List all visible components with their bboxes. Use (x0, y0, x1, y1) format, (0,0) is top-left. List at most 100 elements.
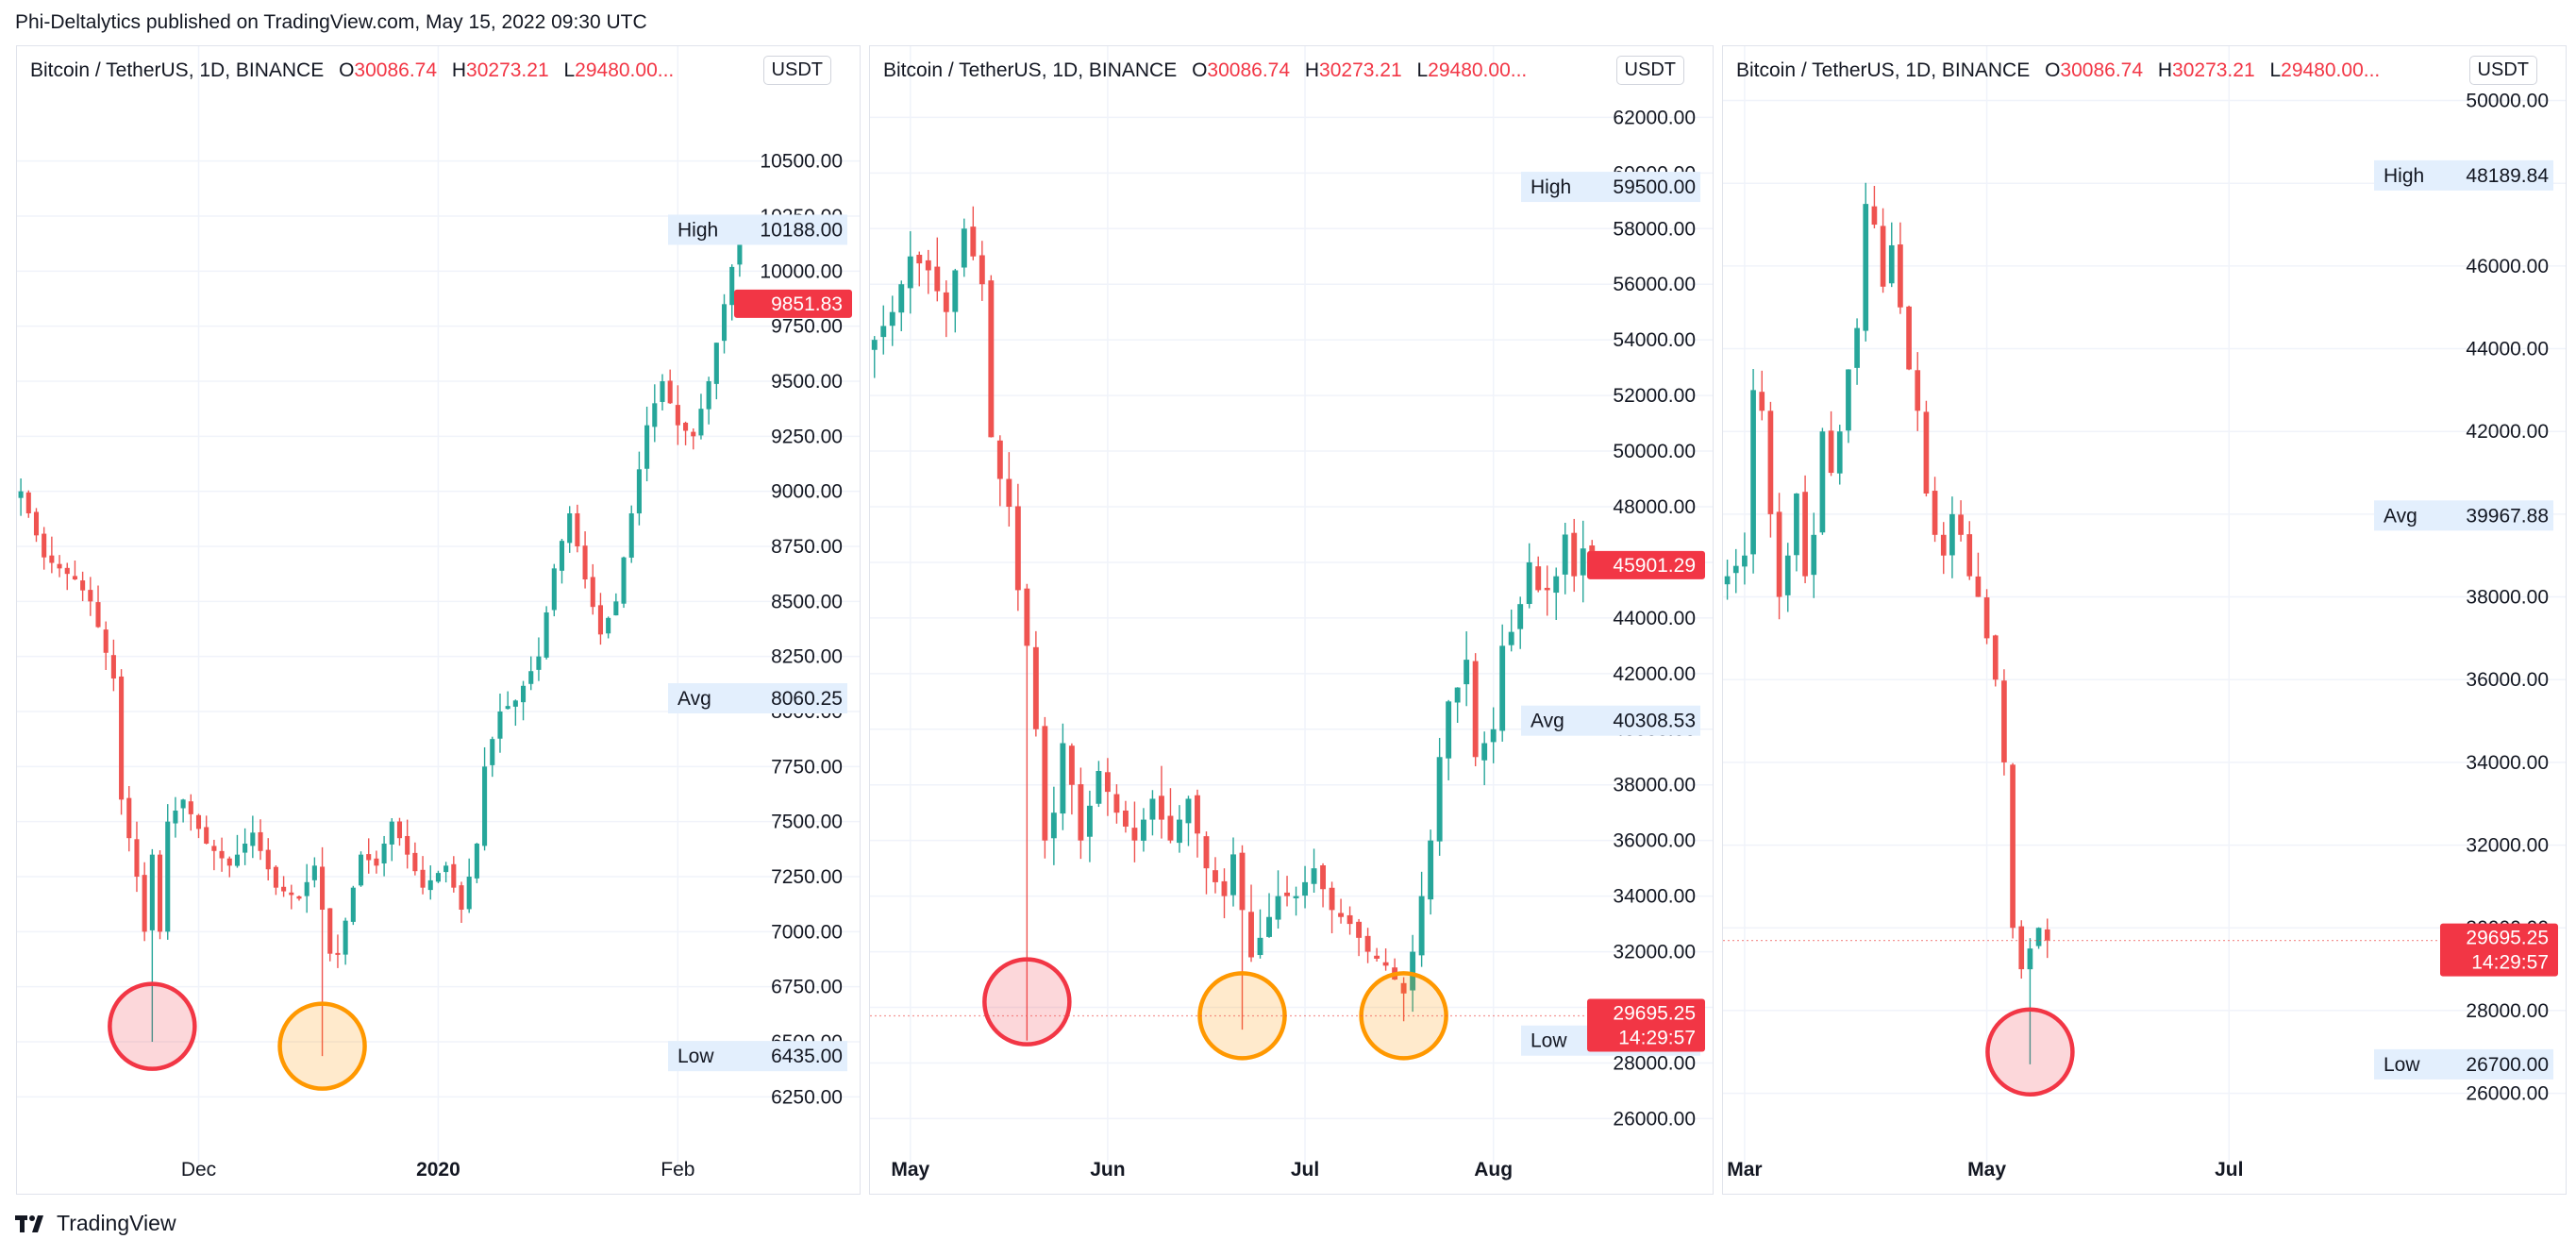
candle-body (1562, 534, 1568, 575)
candle (320, 846, 326, 1057)
candle-body (1149, 798, 1156, 820)
red-circle-marker (108, 981, 197, 1071)
candle-body (2001, 680, 2007, 762)
candle-body (706, 381, 711, 410)
candlestick-chart-1[interactable]: 6250.006500.006750.007000.007250.007500.… (17, 46, 861, 1195)
red-circle-marker (1985, 1007, 2075, 1097)
candle-body (2044, 929, 2050, 941)
candle (1915, 352, 1921, 431)
candle-body (606, 617, 611, 634)
time-tick-label: Dec (181, 1159, 216, 1181)
price-tick-label: 56000.00 (1613, 274, 1696, 295)
candle-body (1428, 840, 1434, 900)
candle-body (880, 326, 887, 338)
price-tick-label: 38000.00 (1613, 775, 1696, 796)
candle (1846, 369, 1851, 444)
candle-body (119, 676, 125, 800)
candle-body (1742, 555, 1748, 567)
candle (1338, 898, 1345, 924)
chart-panel-3[interactable]: 26000.0028000.0030000.0032000.0034000.00… (1722, 45, 2567, 1195)
candle-body (195, 814, 202, 829)
candle-body (1863, 204, 1869, 331)
candlestick-chart-3[interactable]: 26000.0028000.0030000.0032000.0034000.00… (1723, 46, 2567, 1195)
candle (1863, 182, 1869, 342)
low-tag-bg (668, 1041, 847, 1072)
candle-body (729, 266, 735, 306)
candle (943, 280, 949, 338)
candle (996, 435, 1003, 507)
candle (934, 237, 941, 302)
candle-body (1464, 660, 1470, 685)
candle-body (1338, 913, 1345, 917)
currency-button[interactable]: USDT (2468, 56, 2537, 85)
high-tag-label: High (2384, 165, 2424, 187)
chart-panel-1[interactable]: 6250.006500.006750.007000.007250.007500.… (16, 45, 861, 1195)
candle-body (1410, 951, 1416, 991)
candle (1248, 884, 1254, 963)
candlestick-chart-2[interactable]: 26000.0028000.0030000.0032000.0034000.00… (870, 46, 1714, 1195)
candle (1992, 634, 1999, 687)
candle (1347, 906, 1353, 935)
candle-body (304, 881, 309, 896)
price-tick-label: 44000.00 (1613, 608, 1696, 629)
low-tag: Low 6435.00 (668, 1041, 847, 1072)
candle (1580, 520, 1586, 603)
currency-button[interactable]: USDT (1615, 56, 1684, 85)
open-value: 30086.74 (2060, 59, 2144, 81)
high-tag: High 10188.00 (668, 214, 847, 245)
low-tag-value: 6435.00 (771, 1046, 843, 1067)
candle-body (482, 766, 488, 846)
avg-tag-value: 8060.25 (771, 688, 843, 710)
candle (119, 669, 125, 815)
price-tick-label: 8750.00 (771, 536, 843, 558)
candle (389, 818, 394, 862)
candle (1418, 871, 1425, 967)
candle-body (1122, 810, 1129, 827)
candle (1230, 837, 1236, 907)
candle (1177, 805, 1182, 853)
candle (311, 857, 317, 888)
time-tick-label: Jul (1291, 1159, 1319, 1181)
candle-body (1239, 852, 1246, 911)
candle (2035, 927, 2042, 949)
live-price-tag: 29695.25 14:29:57 (1587, 998, 1705, 1052)
candle-body (1221, 880, 1228, 896)
brand-name[interactable]: TradingView (57, 1211, 176, 1235)
candle-body (1113, 794, 1120, 813)
candle (1050, 786, 1057, 865)
candle (644, 406, 650, 481)
candle-body (590, 577, 595, 608)
candle-body (691, 431, 696, 437)
candle-body (374, 858, 379, 866)
tradingview-logo-icon[interactable] (15, 1214, 49, 1234)
price-tick-label: 44000.00 (2466, 339, 2549, 360)
high-tag-value: 10188.00 (760, 219, 843, 241)
candle (88, 577, 93, 616)
high-tag-label: High (1531, 176, 1571, 198)
candle-body (916, 255, 923, 264)
candle (1759, 370, 1765, 421)
candle-body (204, 827, 209, 844)
candle-body (1275, 896, 1281, 920)
candle-body (320, 866, 326, 910)
avg-tag: Avg 8060.25 (668, 683, 847, 713)
candle (1131, 801, 1138, 862)
candle-body (451, 863, 457, 888)
candle-body (1526, 561, 1532, 605)
candle-body (1230, 854, 1236, 896)
currency-button[interactable]: USDT (762, 56, 831, 85)
candle (1032, 630, 1039, 737)
price-tick-label: 42000.00 (2466, 421, 2549, 443)
candle-body (1024, 588, 1030, 646)
candle (64, 562, 70, 591)
candle (1122, 800, 1129, 833)
candle (952, 268, 959, 333)
candle (667, 369, 673, 405)
candle-body (110, 655, 116, 678)
candle-body (1854, 327, 1860, 368)
chart-panel-2[interactable]: 26000.0028000.0030000.0032000.0034000.00… (869, 45, 1714, 1195)
candle-body (103, 629, 109, 653)
price-tick-label: 8250.00 (771, 646, 843, 668)
candle (188, 794, 193, 831)
candle (1436, 737, 1443, 856)
